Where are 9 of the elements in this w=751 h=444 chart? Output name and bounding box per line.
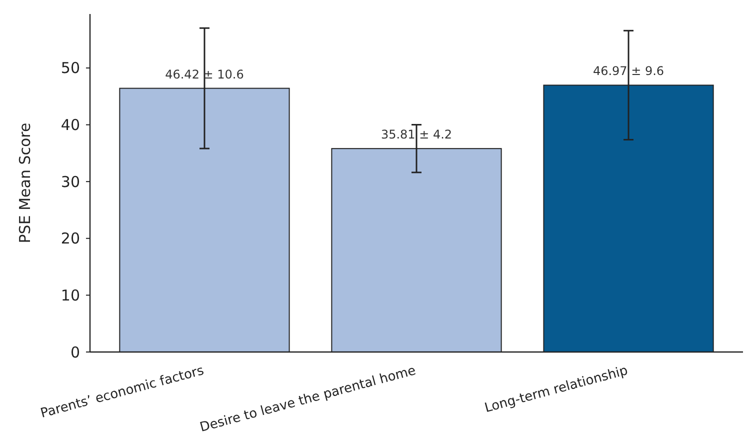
data-label: 35.81 ± 4.2 (380, 128, 452, 142)
y-tick-label: 30 (60, 172, 80, 191)
data-label: 46.97 ± 9.6 (592, 64, 664, 78)
y-axis-title: PSE Mean Score (16, 122, 34, 244)
y-tick-label: 20 (60, 230, 80, 248)
y-tick-label: 50 (60, 59, 80, 78)
y-tick-label: 10 (60, 286, 80, 304)
y-tick-label: 0 (70, 343, 80, 362)
y-tick-label: 40 (60, 116, 80, 134)
